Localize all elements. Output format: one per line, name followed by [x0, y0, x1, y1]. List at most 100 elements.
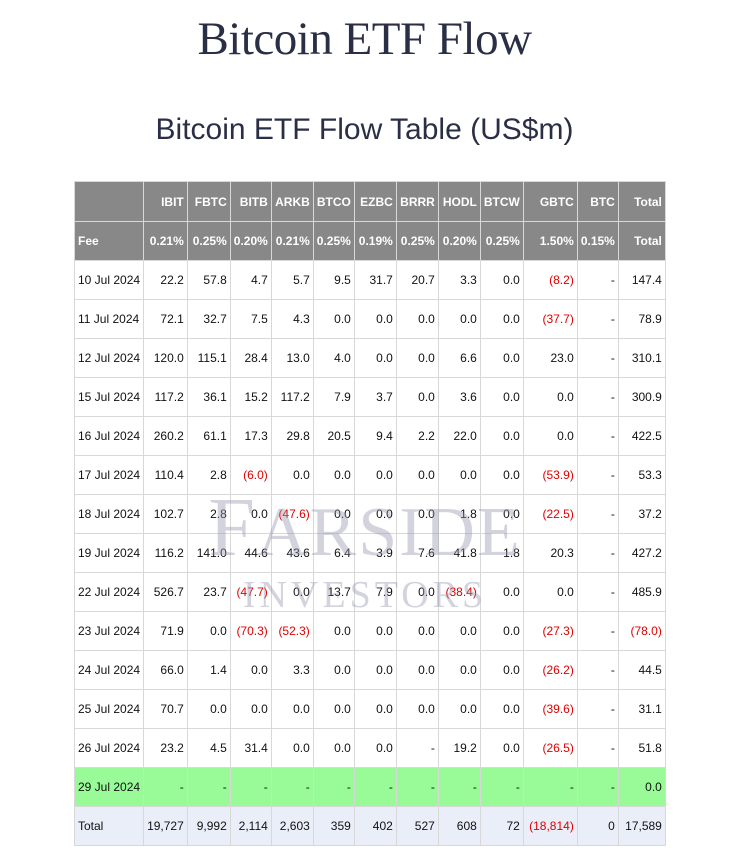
total-cell-btcw: 72: [479, 806, 524, 846]
row-date: 24 Jul 2024: [73, 650, 145, 690]
flow-cell-fbtc: 115.1: [186, 338, 231, 378]
flow-cell-arkb: 117.2: [270, 377, 314, 417]
flow-cell-fbtc: 61.1: [186, 416, 231, 456]
flow-cell-ibit: 70.7: [143, 689, 188, 729]
flow-cell-ibit: 117.2: [143, 377, 188, 417]
flow-cell-btc: -: [576, 689, 619, 729]
flow-cell-ibit: 120.0: [143, 338, 188, 378]
flow-cell-ibit: 260.2: [143, 416, 188, 456]
row-date: 26 Jul 2024: [73, 728, 145, 768]
fee-header-gbtc: 1.50%: [522, 221, 578, 261]
flow-cell-brrr: 0.0: [395, 377, 439, 417]
flow-cell-ibit: 23.2: [143, 728, 188, 768]
flow-cell-ibit: 110.4: [143, 455, 188, 495]
etf-flow-table: IBIT FBTC BITB ARKB BTCO EZBC BRRR HODL BTCW GBTC…: [73, 181, 666, 846]
total-cell-brrr: 527: [395, 806, 439, 846]
flow-cell-btcw: 0.0: [479, 689, 524, 729]
flow-cell-fbtc: 1.4: [186, 650, 231, 690]
row-date: 18 Jul 2024: [73, 494, 145, 534]
flow-cell-gbtc: 0.0: [522, 416, 578, 456]
table-row: 15 Jul 2024 117.2 36.1 15.2 117.2 7.9 3.7 0.0 3.…: [73, 377, 666, 417]
flow-cell-hodl: 22.0: [437, 416, 481, 456]
flow-cell-arkb: 13.0: [270, 338, 314, 378]
total-row: Total 19,727 9,992 2,114 2,603 359 402 527 608 72…: [73, 806, 666, 846]
flow-cell-ezbc: 0.0: [353, 611, 397, 651]
flow-cell-gbtc: (26.5): [522, 728, 578, 768]
flow-cell-bitb: 4.7: [229, 260, 272, 300]
ticker-header-arkb: ARKB: [270, 181, 314, 222]
flow-cell-btc: -: [576, 455, 619, 495]
fee-header-btc: 0.15%: [576, 221, 619, 261]
fee-header-ezbc: 0.19%: [353, 221, 397, 261]
flow-cell-btco: 20.5: [312, 416, 355, 456]
flow-cell-total: 44.5: [617, 650, 666, 690]
flow-cell-ezbc: 0.0: [353, 728, 397, 768]
flow-cell-fbtc: 23.7: [186, 572, 231, 612]
flow-cell-arkb: 29.8: [270, 416, 314, 456]
flow-cell-hodl: (38.4): [437, 572, 481, 612]
total-cell-arkb: 2,603: [270, 806, 314, 846]
flow-cell-fbtc: 36.1: [186, 377, 231, 417]
flow-cell-btco: 0.0: [312, 728, 355, 768]
flow-cell-btc: -: [576, 494, 619, 534]
total-cell-total: 17,589: [617, 806, 666, 846]
flow-cell-gbtc: (26.2): [522, 650, 578, 690]
flow-cell-btc: -: [576, 767, 619, 807]
flow-cell-arkb: 0.0: [270, 455, 314, 495]
table-row: 24 Jul 2024 66.0 1.4 0.0 3.3 0.0 0.0 0.0 0.0 0.0(…: [73, 650, 666, 690]
flow-cell-fbtc: 141.0: [186, 533, 231, 573]
flow-cell-ezbc: 0.0: [353, 650, 397, 690]
flow-cell-arkb: 0.0: [270, 728, 314, 768]
flow-cell-gbtc: 23.0: [522, 338, 578, 378]
flow-cell-btco: 4.0: [312, 338, 355, 378]
flow-cell-bitb: (70.3): [229, 611, 272, 651]
flow-cell-hodl: 41.8: [437, 533, 481, 573]
flow-cell-bitb: 44.6: [229, 533, 272, 573]
flow-cell-hodl: 19.2: [437, 728, 481, 768]
flow-cell-brrr: 0.0: [395, 689, 439, 729]
flow-cell-arkb: (52.3): [270, 611, 314, 651]
flow-cell-btco: 13.7: [312, 572, 355, 612]
flow-cell-gbtc: 0.0: [522, 572, 578, 612]
flow-cell-btcw: 0.0: [479, 728, 524, 768]
ticker-header-gbtc: GBTC: [522, 181, 578, 222]
flow-cell-fbtc: 32.7: [186, 299, 231, 339]
flow-cell-total: 300.9: [617, 377, 666, 417]
flow-cell-hodl: 3.6: [437, 377, 481, 417]
flow-cell-total: (78.0): [617, 611, 666, 651]
total-cell-btc: 0: [576, 806, 619, 846]
flow-cell-gbtc: -: [522, 767, 578, 807]
total-cell-btco: 359: [312, 806, 355, 846]
fee-header-fbtc: 0.25%: [186, 221, 231, 261]
flow-cell-bitb: 0.0: [229, 650, 272, 690]
fee-header-brrr: 0.25%: [395, 221, 439, 261]
flow-cell-arkb: 43.6: [270, 533, 314, 573]
ticker-header-row: IBIT FBTC BITB ARKB BTCO EZBC BRRR HODL BTCW GBTC…: [73, 181, 666, 222]
total-label: Total: [73, 806, 145, 846]
flow-cell-brrr: -: [395, 767, 439, 807]
flow-cell-total: 51.8: [617, 728, 666, 768]
flow-cell-btco: 9.5: [312, 260, 355, 300]
flow-cell-ibit: 116.2: [143, 533, 188, 573]
flow-cell-gbtc: (8.2): [522, 260, 578, 300]
flow-cell-ezbc: 0.0: [353, 689, 397, 729]
flow-cell-gbtc: (22.5): [522, 494, 578, 534]
flow-cell-ezbc: 0.0: [353, 299, 397, 339]
flow-cell-btc: -: [576, 299, 619, 339]
flow-cell-btcw: 0.0: [479, 494, 524, 534]
flow-cell-brrr: 0.0: [395, 455, 439, 495]
flow-cell-btco: 0.0: [312, 494, 355, 534]
flow-cell-hodl: 0.0: [437, 455, 481, 495]
row-date: 17 Jul 2024: [73, 455, 145, 495]
flow-cell-ezbc: 0.0: [353, 494, 397, 534]
fee-header-row: Fee 0.21% 0.25% 0.20% 0.21% 0.25% 0.19% 0.25% 0…: [73, 221, 666, 261]
flow-cell-btcw: 0.0: [479, 338, 524, 378]
flow-cell-total: 147.4: [617, 260, 666, 300]
flow-cell-ibit: 102.7: [143, 494, 188, 534]
flow-cell-arkb: 0.0: [270, 689, 314, 729]
fee-header-hodl: 0.20%: [437, 221, 481, 261]
flow-cell-brrr: 0.0: [395, 299, 439, 339]
flow-cell-btcw: 1.8: [479, 533, 524, 573]
flow-cell-brrr: 7.6: [395, 533, 439, 573]
fee-header-ibit: 0.21%: [143, 221, 188, 261]
